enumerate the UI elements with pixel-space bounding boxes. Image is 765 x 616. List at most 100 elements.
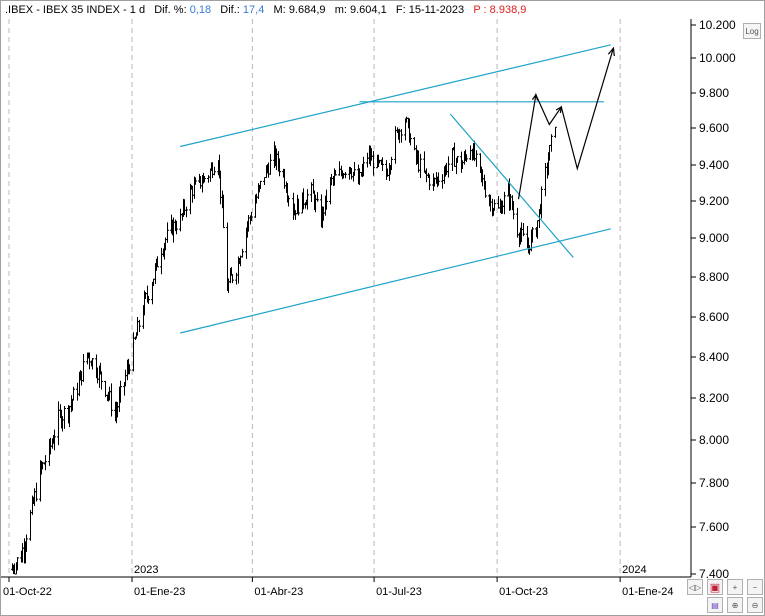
price-bar xyxy=(353,161,356,176)
price-bar xyxy=(531,227,534,243)
price-bar xyxy=(484,180,487,198)
price-bar xyxy=(213,166,216,176)
price-bar xyxy=(203,176,206,183)
price-bar xyxy=(29,509,32,541)
downtrend-line[interactable] xyxy=(449,113,574,258)
price-bar xyxy=(194,177,197,185)
price-label: P : xyxy=(473,4,487,16)
price-bar xyxy=(278,158,281,177)
wave-arrowhead-0 xyxy=(531,93,539,101)
y-tick-label: 7.400 xyxy=(699,567,729,581)
price-bar xyxy=(100,371,103,390)
price-bar xyxy=(544,162,547,197)
symbol: .IBEX xyxy=(5,4,34,16)
price-bar xyxy=(44,455,47,471)
zoom-fit-icon[interactable]: ⊕ xyxy=(727,597,743,613)
dif-pct-label: Dif. %: xyxy=(154,4,187,16)
price-bar xyxy=(179,208,182,232)
price-bar xyxy=(394,126,397,164)
chart-icon[interactable]: ▤ xyxy=(707,597,723,613)
price-bar xyxy=(175,220,178,235)
y-tick-label: 10.200 xyxy=(699,18,736,32)
channel-upper-line[interactable] xyxy=(180,44,611,148)
y-tick-label: 10.000 xyxy=(699,51,736,65)
price-bar xyxy=(516,207,519,238)
x-tick-label: 01-Ene-23 xyxy=(134,586,185,598)
x-tick-label: 01-Jul-23 xyxy=(376,586,422,598)
price-bar xyxy=(554,126,557,138)
period: 1 d xyxy=(129,4,146,16)
drawings xyxy=(180,44,615,334)
price-bar xyxy=(512,200,515,220)
price-bar xyxy=(451,148,454,171)
x-tick-label: 01-Oct-22 xyxy=(3,586,52,598)
min-label: m: xyxy=(334,4,347,16)
price-bar xyxy=(53,429,56,451)
price-bar xyxy=(63,405,66,429)
price-bar xyxy=(344,172,347,179)
price-bar xyxy=(325,189,328,210)
price-bar xyxy=(390,156,393,171)
price-bar xyxy=(447,156,450,178)
price-bar xyxy=(25,534,28,552)
price-bar xyxy=(241,248,244,258)
price-bar xyxy=(423,151,426,173)
y-tick-label: 9.000 xyxy=(699,231,729,245)
price-bar xyxy=(269,153,272,175)
year-label: 2024 xyxy=(622,564,646,576)
price-bar xyxy=(456,155,459,163)
y-tick-label: 8.000 xyxy=(699,433,729,447)
price-bar xyxy=(160,247,163,275)
y-tick-label: 8.600 xyxy=(699,310,729,324)
price-bar xyxy=(35,482,38,502)
price-bar xyxy=(147,295,150,304)
price-bar xyxy=(72,386,75,401)
channel-lower-line[interactable] xyxy=(180,228,611,334)
price-bar xyxy=(316,192,319,202)
price-bar xyxy=(259,180,262,189)
grid xyxy=(8,19,621,577)
zoom-in-icon[interactable]: + xyxy=(727,579,743,595)
y-tick-label: 7.600 xyxy=(699,520,729,534)
y-tick-label: 9.400 xyxy=(699,158,729,172)
wave-arrowhead-1 xyxy=(555,105,563,114)
projection-path[interactable] xyxy=(517,47,614,200)
price-bar xyxy=(57,401,60,446)
price-bar xyxy=(110,383,113,417)
x-tick-label: 01-Ene-24 xyxy=(622,586,673,598)
instrument-name: IBEX 35 INDEX xyxy=(42,4,120,16)
y-tick-label: 7.800 xyxy=(699,476,729,490)
x-axis: 01-Oct-22 01-Ene-23 01-Abr-23 01-Jul-23 01-O… xyxy=(3,564,674,598)
save-icon[interactable]: ▣ xyxy=(707,579,723,595)
price-bar xyxy=(166,222,169,243)
price-bar xyxy=(287,195,290,207)
price-bar xyxy=(310,182,313,203)
y-tick-label: 9.200 xyxy=(699,194,729,208)
price-bar xyxy=(381,157,384,172)
price-bar xyxy=(419,153,422,179)
price-bar xyxy=(362,156,365,177)
scroll-left-button[interactable]: ◁▷ xyxy=(687,579,703,595)
zoom-out-icon[interactable]: − xyxy=(747,579,763,595)
x-tick-label: 01-Oct-23 xyxy=(499,586,548,598)
date-label: F: xyxy=(395,4,406,16)
price-bar xyxy=(441,174,444,189)
min-value: 9.604,1 xyxy=(349,4,387,16)
price-bar xyxy=(334,170,337,176)
y-tick-label: 8.400 xyxy=(699,350,729,364)
price-bar xyxy=(503,191,506,215)
price-bar xyxy=(156,256,159,268)
price-bar xyxy=(493,199,496,211)
price-bar xyxy=(469,145,472,161)
price-bar xyxy=(453,142,456,167)
price-bar xyxy=(207,175,210,183)
log-scale-button[interactable]: Log xyxy=(743,23,761,39)
price-bar xyxy=(465,154,468,162)
zoom-reset-icon[interactable]: ⊖ xyxy=(747,597,763,613)
max-value: 9.684,9 xyxy=(288,4,326,16)
price-bar xyxy=(185,206,188,218)
year-label: 2023 xyxy=(134,564,158,576)
projection-arrowhead xyxy=(607,46,615,57)
price-bar xyxy=(16,557,19,571)
